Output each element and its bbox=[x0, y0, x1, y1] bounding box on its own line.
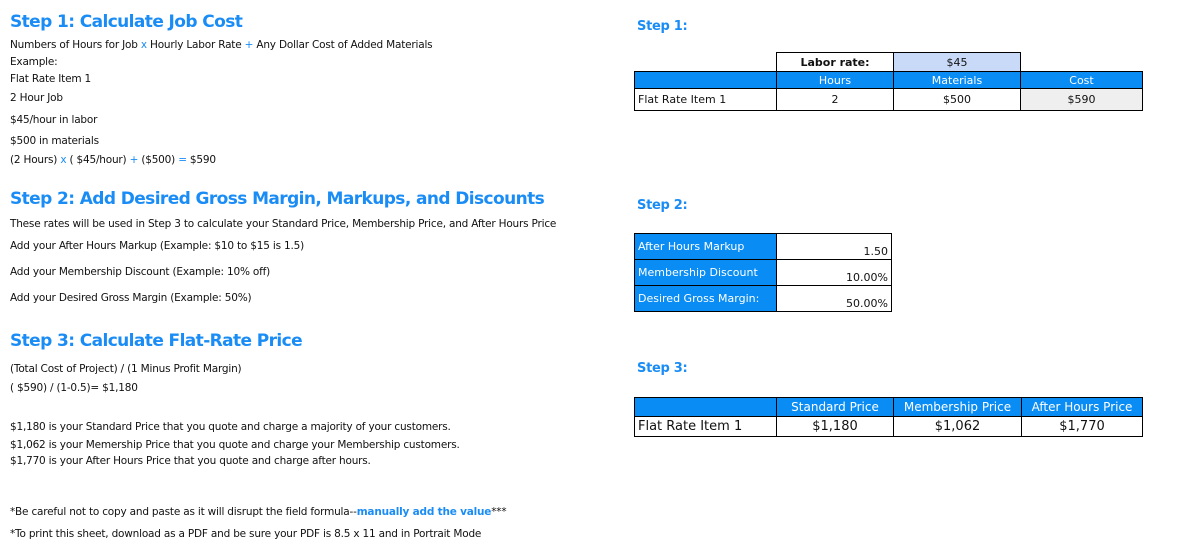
note-print: *To print this sheet, download as a PDF … bbox=[10, 528, 482, 540]
step1-label: Step 1: bbox=[637, 19, 688, 34]
step3-header-membership: Membership Price bbox=[893, 397, 1022, 417]
step1-line: Example: bbox=[10, 56, 58, 68]
after-hours-markup-label: After Hours Markup bbox=[634, 233, 777, 260]
step1-formula: Numbers of Hours for Job x Hourly Labor … bbox=[10, 39, 433, 51]
labor-rate-value[interactable]: $45 bbox=[893, 52, 1021, 72]
step3-header-standard: Standard Price bbox=[776, 397, 894, 417]
step1-line: $45/hour in labor bbox=[10, 114, 98, 126]
step3-title: Step 3: Calculate Flat-Rate Price bbox=[10, 331, 303, 351]
step3-header-blank bbox=[634, 397, 777, 417]
step1-line: $500 in materials bbox=[10, 135, 99, 147]
membership-discount-label: Membership Discount bbox=[634, 259, 777, 286]
step3-standard-price: $1,180 bbox=[776, 416, 894, 437]
step3-line: ( $590) / (1-0.5)= $1,180 bbox=[10, 382, 138, 394]
step1-header-materials: Materials bbox=[893, 71, 1021, 89]
after-hours-markup-value[interactable]: 1.50 bbox=[776, 233, 892, 260]
step3-membership-price: $1,062 bbox=[893, 416, 1022, 437]
gross-margin-value[interactable]: 50.00% bbox=[776, 285, 892, 312]
step2-label: Step 2: bbox=[637, 198, 688, 213]
step1-header-cost: Cost bbox=[1020, 71, 1143, 89]
step3-line: $1,770 is your After Hours Price that yo… bbox=[10, 455, 371, 467]
step3-item-name: Flat Rate Item 1 bbox=[634, 416, 777, 437]
step1-materials[interactable]: $500 bbox=[893, 88, 1021, 111]
step2-line: Add your Membership Discount (Example: 1… bbox=[10, 266, 270, 278]
step1-cost: $590 bbox=[1020, 88, 1143, 111]
labor-rate-label: Labor rate: bbox=[776, 52, 894, 72]
step3-header-after-hours: After Hours Price bbox=[1021, 397, 1143, 417]
membership-discount-value[interactable]: 10.00% bbox=[776, 259, 892, 286]
step3-line: $1,062 is your Memership Price that you … bbox=[10, 439, 460, 451]
step2-line: Add your After Hours Markup (Example: $1… bbox=[10, 240, 304, 252]
step1-header-hours: Hours bbox=[776, 71, 894, 89]
step2-line: These rates will be used in Step 3 to ca… bbox=[10, 218, 557, 230]
step3-line: (Total Cost of Project) / (1 Minus Profi… bbox=[10, 363, 242, 375]
step1-title: Step 1: Calculate Job Cost bbox=[10, 12, 243, 32]
step1-header-blank bbox=[634, 71, 777, 89]
step1-example: (2 Hours) x ( $45/hour) + ($500) = $590 bbox=[10, 154, 216, 166]
note-copy-paste: *Be careful not to copy and paste as it … bbox=[10, 506, 507, 518]
step1-hours[interactable]: 2 bbox=[776, 88, 894, 111]
step3-line: $1,180 is your Standard Price that you q… bbox=[10, 421, 451, 433]
step1-item-name[interactable]: Flat Rate Item 1 bbox=[634, 88, 777, 111]
step1-line: 2 Hour Job bbox=[10, 92, 63, 104]
step1-line: Flat Rate Item 1 bbox=[10, 73, 91, 85]
step3-label: Step 3: bbox=[637, 361, 688, 376]
step3-after-hours-price: $1,770 bbox=[1021, 416, 1143, 437]
gross-margin-label: Desired Gross Margin: bbox=[634, 285, 777, 312]
step2-title: Step 2: Add Desired Gross Margin, Markup… bbox=[10, 189, 545, 209]
step2-line: Add your Desired Gross Margin (Example: … bbox=[10, 292, 252, 304]
